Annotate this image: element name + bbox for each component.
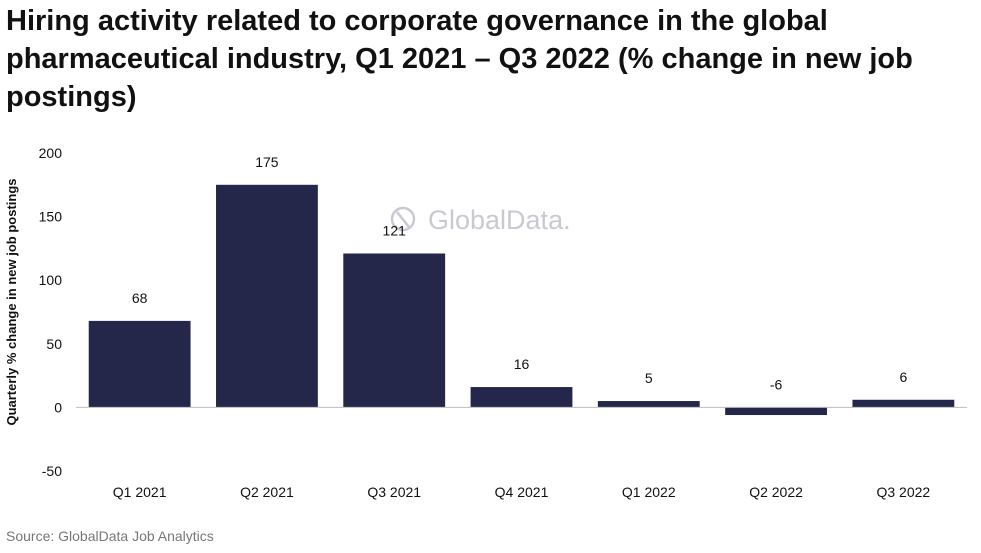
y-tick-label: 150: [39, 209, 63, 225]
y-tick-label: 100: [39, 272, 63, 288]
watermark-text: GlobalData.: [428, 205, 571, 235]
globaldata-watermark: GlobalData.: [390, 205, 571, 235]
x-tick-label: Q2 2021: [240, 484, 294, 500]
x-tick-label: Q3 2021: [367, 484, 421, 500]
y-tick-label: 200: [39, 145, 63, 161]
y-tick-label: -50: [42, 463, 62, 479]
data-labels: 68 175 121 16 5 -6 6: [132, 154, 908, 393]
data-label: 5: [645, 370, 653, 386]
data-label: 16: [514, 356, 530, 372]
bar: [725, 407, 827, 416]
bar: [597, 401, 700, 408]
bar: [852, 399, 955, 408]
bar: [216, 184, 318, 408]
globaldata-logo-stroke: [396, 211, 410, 228]
bar: [343, 253, 446, 408]
x-tick-label: Q1 2021: [113, 484, 167, 500]
y-tick-label: 50: [46, 336, 62, 352]
bar: [88, 320, 191, 408]
x-tick-label: Q2 2022: [749, 484, 803, 500]
globaldata-logo-icon: [390, 206, 416, 232]
x-tick-label: Q1 2022: [622, 484, 676, 500]
y-tick-labels: 200 150 100 50 0 -50: [39, 145, 63, 479]
data-label: 175: [255, 154, 279, 170]
x-tick-label: Q4 2021: [495, 484, 549, 500]
data-label: -6: [770, 376, 783, 392]
bar: [470, 387, 573, 408]
bars: [88, 184, 955, 416]
data-label: 68: [132, 290, 148, 306]
data-label: 6: [899, 369, 907, 385]
y-tick-label: 0: [54, 399, 62, 415]
source-note: Source: GlobalData Job Analytics: [6, 528, 214, 544]
chart-title: Hiring activity related to corporate gov…: [6, 5, 913, 113]
data-label: 121: [383, 222, 407, 238]
x-tick-labels: Q1 2021 Q2 2021 Q3 2021 Q4 2021 Q1 2022 Q2 20…: [113, 484, 931, 500]
x-tick-label: Q3 2022: [876, 484, 930, 500]
